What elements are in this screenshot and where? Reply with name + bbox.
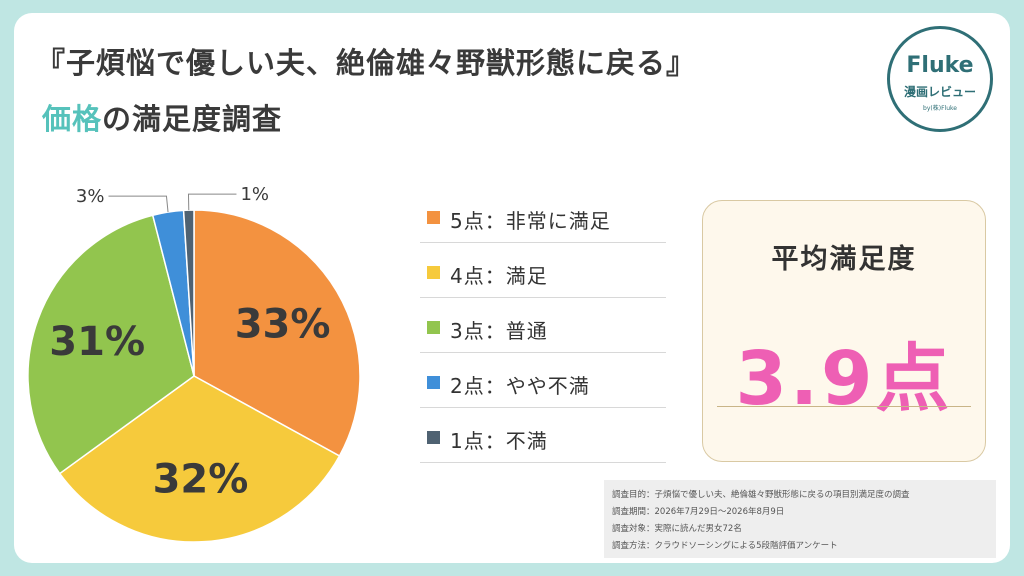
brand-logo: Fluke 漫画レビュー by(株)Fluke [887, 26, 993, 132]
average-underline [717, 406, 971, 407]
legend-swatch-1 [427, 431, 440, 444]
pie-leader-1 [187, 193, 237, 211]
subtitle-accent: 価格 [42, 102, 103, 136]
survey-notes: 調査目的：子煩悩で優しい夫、絶倫雄々野獣形態に戻るの項目別満足度の調査 調査期間… [604, 480, 996, 558]
legend-label-2: 2点：やや不満 [450, 374, 590, 398]
average-panel: 平均満足度 3.9点 [702, 200, 986, 462]
pie-leader-2 [108, 195, 169, 213]
pie-slice-3 [27, 214, 195, 475]
legend-item-4: 4点：満足 [420, 242, 666, 298]
page-subtitle: 価格の満足度調査 [42, 96, 282, 138]
note-period: 調査期間：2026年7月29日～2026年8月9日 [612, 507, 785, 517]
logo-byline: by(株)Fluke [923, 105, 957, 112]
pie-slice-1 [182, 209, 195, 377]
page-title: 『子煩悩で優しい夫、絶倫雄々野獣形態に戻る』 [36, 46, 697, 80]
legend-swatch-2 [427, 376, 440, 389]
pie-slice-5 [193, 209, 361, 457]
average-value: 3.9点 [735, 336, 953, 422]
logo-name: Fluke [906, 53, 974, 78]
pie-label-3: 31% [49, 319, 145, 365]
legend-item-1: 1点：不満 [420, 407, 666, 463]
logo-sub: 漫画レビュー [903, 85, 976, 99]
legend-label-3: 3点：普通 [450, 319, 548, 343]
pie-label-5: 33% [235, 302, 331, 348]
note-subjects: 調査対象：実際に読んだ男女72名 [612, 524, 742, 534]
legend-label-4: 4点：満足 [450, 264, 548, 288]
legend-item-2: 2点：やや不満 [420, 352, 666, 408]
legend-item-3: 3点：普通 [420, 297, 666, 353]
legend-label-1: 1点：不満 [450, 429, 548, 453]
note-method: 調査方法：クラウドソーシングによる5段階評価アンケート [612, 541, 838, 551]
legend-label-5: 5点：非常に満足 [450, 209, 611, 233]
pie-label-1: 1% [240, 184, 269, 205]
subtitle-rest: の満足度調査 [102, 102, 283, 136]
note-purpose: 調査目的：子煩悩で優しい夫、絶倫雄々野獣形態に戻るの項目別満足度の調査 [612, 490, 910, 500]
legend-swatch-5 [427, 211, 440, 224]
pie-slice-4 [58, 375, 341, 543]
legend-item-5: 5点：非常に満足 [420, 187, 666, 243]
pie-label-2: 3% [76, 186, 105, 207]
pie-label-4: 32% [153, 457, 249, 503]
legend-swatch-3 [427, 321, 440, 334]
legend-swatch-4 [427, 266, 440, 279]
average-label: 平均満足度 [771, 244, 917, 275]
